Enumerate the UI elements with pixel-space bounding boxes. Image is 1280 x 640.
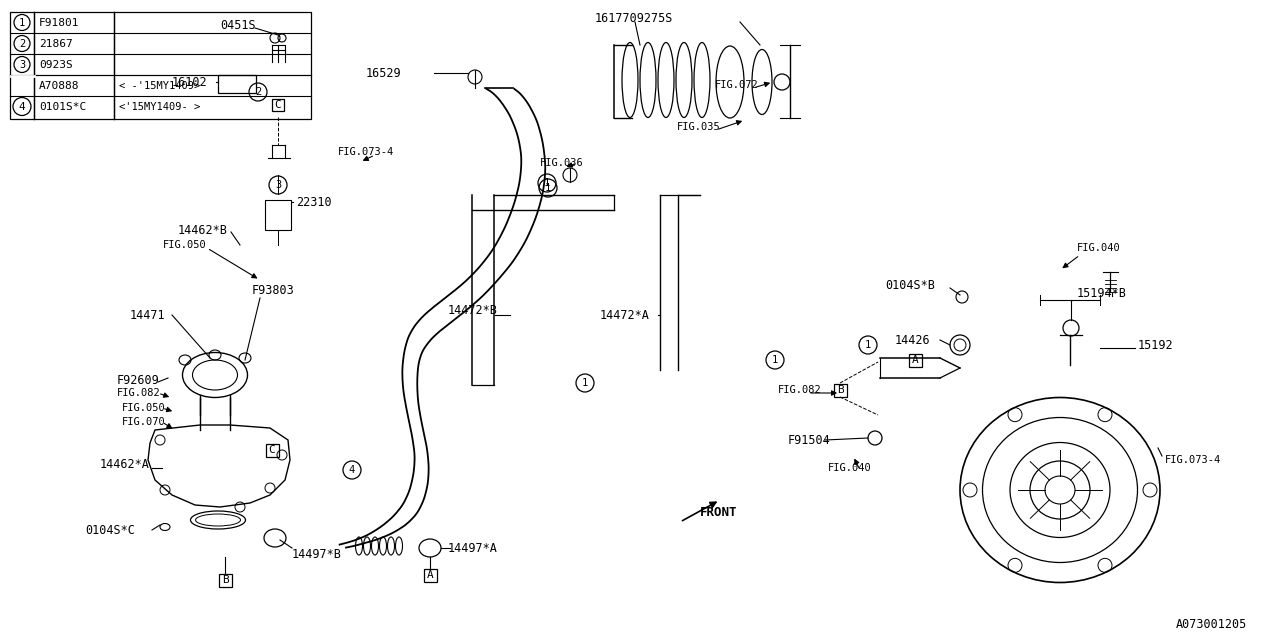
Bar xyxy=(833,383,846,397)
Text: 0104S*C: 0104S*C xyxy=(84,524,134,536)
Text: 14472*A: 14472*A xyxy=(600,308,650,321)
Text: 1617709275S: 1617709275S xyxy=(595,12,673,24)
Text: 14472*B: 14472*B xyxy=(448,303,498,317)
Text: FIG.050: FIG.050 xyxy=(163,240,207,250)
Text: FIG.082: FIG.082 xyxy=(778,385,822,395)
Text: 4: 4 xyxy=(19,102,26,111)
Text: 2: 2 xyxy=(255,87,261,97)
Text: 14426: 14426 xyxy=(895,333,931,346)
Text: 14471: 14471 xyxy=(131,308,165,321)
Text: F93803: F93803 xyxy=(252,284,294,296)
Text: F92609: F92609 xyxy=(116,374,160,387)
Text: <'15MY1409- >: <'15MY1409- > xyxy=(119,102,200,111)
Text: FIG.070: FIG.070 xyxy=(122,417,165,427)
Text: 0101S*C: 0101S*C xyxy=(38,102,86,111)
Text: A073001205: A073001205 xyxy=(1176,618,1247,632)
Bar xyxy=(219,573,232,586)
Text: 3: 3 xyxy=(19,60,26,70)
Text: FIG.035: FIG.035 xyxy=(677,122,721,132)
Text: 1: 1 xyxy=(545,183,552,193)
Bar xyxy=(273,99,284,111)
Text: B: B xyxy=(837,385,844,395)
Text: 3: 3 xyxy=(275,180,282,190)
Text: 4: 4 xyxy=(349,465,355,475)
Text: FIG.073-4: FIG.073-4 xyxy=(338,147,394,157)
Text: A: A xyxy=(911,355,918,365)
Text: 1: 1 xyxy=(582,378,588,388)
Bar xyxy=(265,200,291,230)
Text: 0104S*B: 0104S*B xyxy=(884,278,934,291)
Text: 14497*A: 14497*A xyxy=(448,541,498,554)
Text: 22310: 22310 xyxy=(296,195,332,209)
Text: 2: 2 xyxy=(19,38,26,49)
Text: 14462*B: 14462*B xyxy=(178,223,228,237)
Text: FIG.036: FIG.036 xyxy=(540,158,584,168)
Text: FRONT: FRONT xyxy=(700,506,737,518)
Text: F91801: F91801 xyxy=(38,17,79,28)
Text: 0923S: 0923S xyxy=(38,60,73,70)
Text: 16529: 16529 xyxy=(366,67,402,79)
Text: FIG.082: FIG.082 xyxy=(116,388,161,398)
Text: A: A xyxy=(426,570,434,580)
Text: 16102: 16102 xyxy=(172,76,207,88)
Text: FIG.050: FIG.050 xyxy=(122,403,165,413)
Text: 14462*A: 14462*A xyxy=(100,458,150,472)
Text: A70888: A70888 xyxy=(38,81,79,90)
Text: < -'15MY1409>: < -'15MY1409> xyxy=(119,81,200,90)
Text: 15194*B: 15194*B xyxy=(1076,287,1126,300)
Text: FIG.073-4: FIG.073-4 xyxy=(1165,455,1221,465)
Text: 1: 1 xyxy=(544,178,550,188)
Bar xyxy=(909,353,922,367)
Bar xyxy=(424,568,436,582)
Text: 1: 1 xyxy=(865,340,872,350)
Bar xyxy=(10,12,311,119)
Text: B: B xyxy=(221,575,228,585)
Bar xyxy=(265,444,279,456)
Text: 14497*B: 14497*B xyxy=(292,548,342,561)
Text: F91504: F91504 xyxy=(788,433,831,447)
Text: C: C xyxy=(269,445,275,455)
Text: FIG.040: FIG.040 xyxy=(1076,243,1121,253)
Text: 1: 1 xyxy=(19,17,26,28)
Bar xyxy=(218,75,256,93)
Text: FIG.072: FIG.072 xyxy=(716,80,759,90)
Text: 0451S: 0451S xyxy=(220,19,256,31)
Text: FIG.040: FIG.040 xyxy=(828,463,872,473)
Text: 1: 1 xyxy=(772,355,778,365)
Text: 21867: 21867 xyxy=(38,38,73,49)
Text: 15192: 15192 xyxy=(1138,339,1174,351)
Text: C: C xyxy=(275,100,282,110)
